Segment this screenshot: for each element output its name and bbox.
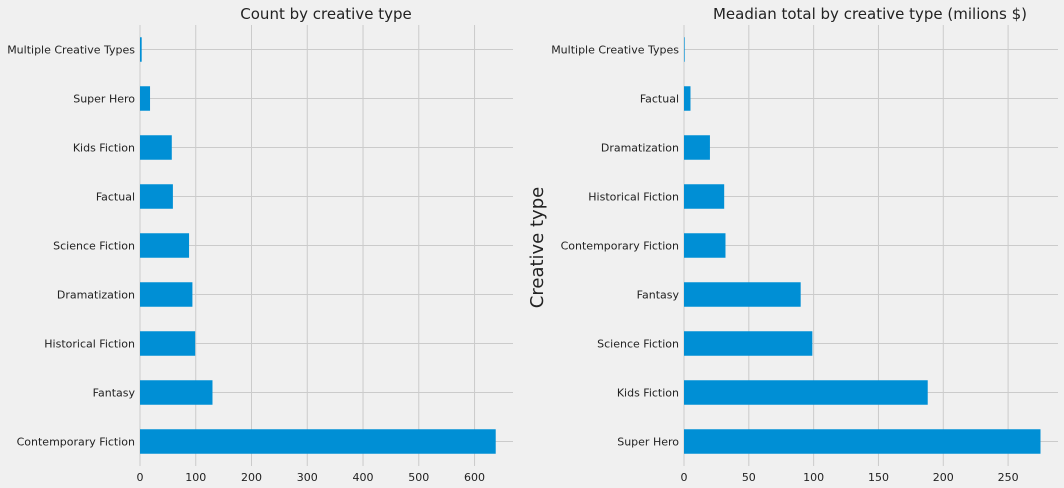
y-axis-label: Creative type [527, 187, 548, 308]
category-label: Multiple Creative Types [7, 44, 135, 57]
bar [684, 184, 725, 209]
x-tick-label: 50 [742, 471, 756, 484]
bar [684, 233, 726, 258]
bar [684, 331, 813, 356]
category-label: Kids Fiction [73, 142, 135, 155]
category-label: Fantasy [637, 289, 680, 302]
category-label: Contemporary Fiction [561, 240, 679, 253]
chart-title: Count by creative type [240, 5, 411, 23]
category-label: Historical Fiction [588, 191, 679, 204]
category-label: Super Hero [73, 93, 135, 106]
x-tick-label: 0 [681, 471, 688, 484]
bar [140, 37, 142, 62]
category-label: Fantasy [93, 387, 136, 400]
x-tick-label: 100 [803, 471, 824, 484]
x-tick-label: 200 [933, 471, 954, 484]
bar [140, 282, 193, 307]
x-tick-label: 500 [408, 471, 429, 484]
x-tick-label: 400 [353, 471, 374, 484]
bar [684, 380, 928, 405]
category-label: Science Fiction [597, 338, 679, 351]
bar [140, 86, 151, 111]
x-tick-label: 100 [185, 471, 206, 484]
bar [684, 86, 691, 111]
category-label: Historical Fiction [44, 338, 135, 351]
bar [684, 282, 801, 307]
x-tick-label: 250 [998, 471, 1019, 484]
bar [140, 429, 496, 454]
category-label: Kids Fiction [617, 387, 679, 400]
median-total-by-creative-type-panel: 0 50 100 150 200 250 Super Hero Kids Fiction Sci… [527, 5, 1058, 484]
bar [684, 135, 710, 160]
bar [684, 429, 1041, 454]
category-label: Dramatization [57, 289, 135, 302]
x-tick-label: 150 [868, 471, 889, 484]
category-label: Contemporary Fiction [17, 436, 135, 449]
bar [140, 184, 173, 209]
category-label: Super Hero [617, 436, 679, 449]
category-label: Science Fiction [53, 240, 135, 253]
bar [140, 135, 172, 160]
x-tick-label: 300 [297, 471, 318, 484]
bar [684, 37, 685, 62]
bar [140, 331, 196, 356]
count-by-creative-type-panel: 0 100 200 300 400 500 600 Contemporary Fiction F… [7, 5, 513, 484]
category-label: Factual [640, 93, 679, 106]
bar [140, 380, 213, 405]
x-tick-label: 0 [137, 471, 144, 484]
x-tick-label: 200 [241, 471, 262, 484]
category-label: Multiple Creative Types [551, 44, 679, 57]
category-label: Factual [96, 191, 135, 204]
x-tick-label: 600 [464, 471, 485, 484]
category-label: Dramatization [601, 142, 679, 155]
chart-title: Meadian total by creative type (milions … [713, 5, 1027, 23]
bar [140, 233, 190, 258]
